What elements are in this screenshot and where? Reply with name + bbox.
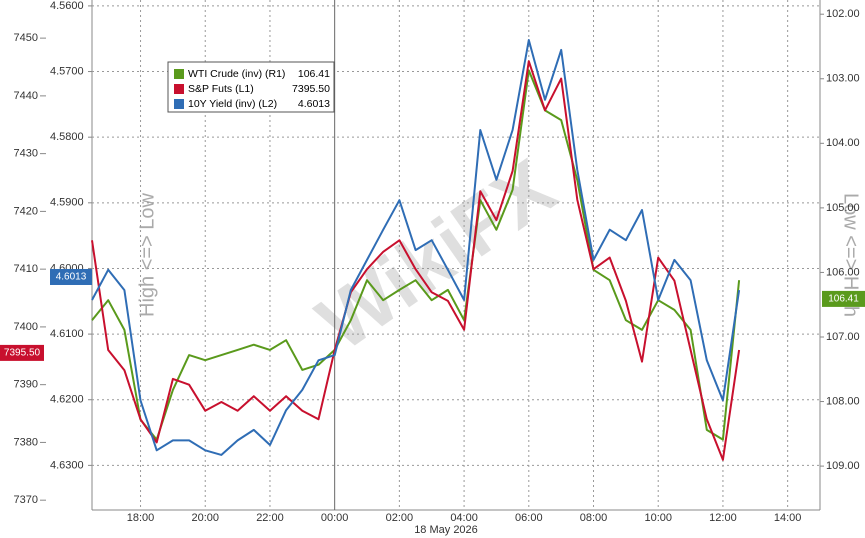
y2-tick-label: 109.00 <box>826 460 860 472</box>
y2-tick-label: 108.00 <box>826 395 860 407</box>
legend-value: 106.41 <box>298 68 330 80</box>
last-value-tag <box>0 344 44 361</box>
x-tick-label: 18:00 <box>127 512 155 524</box>
last-value-tag <box>822 290 865 307</box>
left-axis-title: High <=> Low <box>136 192 158 317</box>
last-value-tag <box>50 268 92 285</box>
y-tick-label: 7420 <box>14 205 38 217</box>
legend-value: 7395.50 <box>292 83 330 95</box>
y2-tick-label: 105.00 <box>826 202 860 214</box>
x-tick-label: 06:00 <box>515 512 543 524</box>
y-tick-label: 7400 <box>14 321 38 333</box>
y3-tick-label: 4.5800 <box>50 131 84 143</box>
y-tick-label: 7440 <box>14 90 38 102</box>
legend-swatch <box>174 69 184 79</box>
legend-swatch <box>174 84 184 94</box>
plot-area <box>91 0 820 510</box>
y-tick-label: 7430 <box>14 148 38 160</box>
x-tick-label: 10:00 <box>644 512 672 524</box>
last-value-label: 7395.50 <box>4 348 41 359</box>
y-tick-label: 7380 <box>14 436 38 448</box>
x-tick-label: 12:00 <box>709 512 737 524</box>
y3-tick-label: 4.6200 <box>50 394 84 406</box>
y2-tick-label: 106.00 <box>826 266 860 278</box>
legend-label: WTI Crude (inv) (R1) <box>188 68 285 80</box>
x-tick-label: 20:00 <box>191 512 219 524</box>
x-tick-label: 04:00 <box>450 512 478 524</box>
y2-tick-label: 102.00 <box>826 8 860 20</box>
y3-tick-label: 4.6100 <box>50 328 84 340</box>
x-tick-label: 14:00 <box>774 512 802 524</box>
last-value-label: 4.6013 <box>56 272 87 283</box>
y2-tick-label: 107.00 <box>826 331 860 343</box>
right-axis-title: Low <=> High <box>840 193 862 317</box>
date-label: 18 May 2026 <box>414 524 478 536</box>
legend-label: S&P Futs (L1) <box>188 83 254 95</box>
y2-tick-label: 104.00 <box>826 137 860 149</box>
y-tick-label: 7410 <box>14 263 38 275</box>
last-value-label: 106.41 <box>828 294 859 305</box>
x-tick-label: 00:00 <box>321 512 349 524</box>
y2-tick-label: 103.00 <box>826 73 860 85</box>
x-tick-label: 08:00 <box>580 512 608 524</box>
y3-tick-label: 4.5700 <box>50 65 84 77</box>
y3-tick-label: 4.5900 <box>50 197 84 209</box>
legend-swatch <box>174 99 184 109</box>
y-tick-label: 7370 <box>14 494 38 506</box>
legend-box <box>167 61 335 113</box>
y-tick-label: 7450 <box>14 32 38 44</box>
legend-label: 10Y Yield (inv) (L2) <box>188 98 277 110</box>
series-line <box>91 60 741 461</box>
x-tick-label: 22:00 <box>256 512 284 524</box>
x-tick-label: 02:00 <box>386 512 414 524</box>
y-tick-label: 7390 <box>14 379 38 391</box>
series-line <box>91 39 741 456</box>
legend-value: 4.6013 <box>298 98 330 110</box>
y3-tick-label: 4.6300 <box>50 459 84 471</box>
y3-tick-label: 4.5600 <box>50 0 84 12</box>
